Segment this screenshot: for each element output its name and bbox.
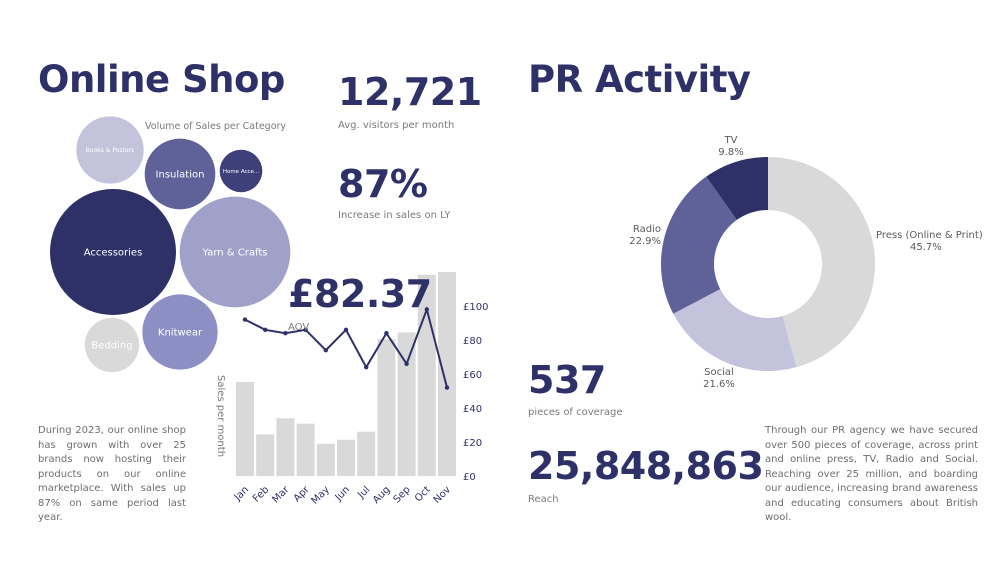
donut-slice-tv xyxy=(706,157,768,220)
bubble-books-posters xyxy=(76,116,144,184)
bubble-label: Accessories xyxy=(84,248,143,259)
bubble-label: Home Acce... xyxy=(223,169,260,175)
donut-slice-percent: 45.7% xyxy=(910,242,942,253)
bar-y-axis-label: Sales per month xyxy=(215,375,226,457)
donut-slice-label: Press (Online & Print) xyxy=(876,230,983,241)
aov-line-point xyxy=(444,385,450,390)
aov-line-point xyxy=(303,327,308,332)
bar-nov xyxy=(438,272,456,476)
sales-increase-stat-label: Increase in sales on LY xyxy=(338,210,451,221)
coverage-stat-label: pieces of coverage xyxy=(528,407,623,418)
online-shop-paragraph: During 2023, our online shop has grown w… xyxy=(38,425,186,523)
coverage-stat-value: 537 xyxy=(528,358,606,402)
donut-slice-percent: 9.8% xyxy=(718,147,743,158)
bubble-label: Yarn & Crafts xyxy=(202,248,268,259)
donut-slice-radio xyxy=(661,176,737,314)
aov-line-point xyxy=(283,331,288,336)
bubble-chart-title: Volume of Sales per Category xyxy=(145,121,286,132)
bar-jan xyxy=(236,382,254,476)
bar-feb xyxy=(256,434,275,476)
bar-aug xyxy=(377,339,396,476)
aov-line-point xyxy=(424,307,429,312)
aov-stat-label: AOV xyxy=(288,322,310,333)
donut-slice-label: TV xyxy=(724,135,738,146)
donut-slice-press xyxy=(768,157,875,368)
right-axis-tick-label: £100 xyxy=(463,302,488,313)
donut-slice-percent: 21.6% xyxy=(703,379,735,390)
bar-may xyxy=(316,443,335,476)
aov-line-point xyxy=(343,327,349,332)
aov-stat-value: £82.37 xyxy=(288,272,432,316)
right-axis-tick-label: £60 xyxy=(463,370,482,381)
visitors-stat-label: Avg. visitors per month xyxy=(338,120,455,131)
online-shop-title: Online Shop xyxy=(38,58,285,101)
donut-slice-label: Social xyxy=(704,367,734,378)
donut-slice-social xyxy=(673,289,797,371)
bubble-label: Knitwear xyxy=(158,328,203,339)
bubble-insulation xyxy=(144,138,216,210)
bubble-accessories xyxy=(50,189,176,315)
aov-line-point xyxy=(263,327,268,332)
reach-stat-label: Reach xyxy=(528,494,559,505)
aov-line-point xyxy=(242,317,248,322)
donut-slice-label: Radio xyxy=(633,224,661,235)
sales-increase-stat-value: 87% xyxy=(338,162,428,206)
bubble-home-acce xyxy=(219,149,263,193)
right-axis-tick-label: £20 xyxy=(463,438,482,449)
aov-line-point xyxy=(404,361,409,366)
bar-sep xyxy=(397,332,416,476)
pr-activity-paragraph: Through our PR agency we have secured ov… xyxy=(765,425,978,523)
right-axis-tick-label: £80 xyxy=(463,336,482,347)
bar-jul xyxy=(357,431,376,476)
reach-stat-value: 25,848,863 xyxy=(528,444,764,488)
bubble-yarn-crafts xyxy=(179,196,291,308)
right-axis-tick-label: £40 xyxy=(463,404,482,415)
right-axis-tick-label: £0 xyxy=(463,472,476,483)
bubble-label: Bedding xyxy=(91,341,132,352)
bar-apr xyxy=(296,423,315,476)
pr-activity-title: PR Activity xyxy=(528,58,751,101)
bubble-knitwear xyxy=(142,294,218,370)
bubble-label: Books & Posters xyxy=(86,147,134,154)
bar-jun xyxy=(337,439,355,476)
aov-line-point xyxy=(364,365,369,370)
bubble-bedding xyxy=(84,317,140,373)
bubble-label: Insulation xyxy=(156,170,205,181)
donut-slice-percent: 22.9% xyxy=(629,236,661,247)
visitors-stat-value: 12,721 xyxy=(338,70,482,114)
aov-line-point xyxy=(323,348,328,353)
bar-mar xyxy=(276,418,295,476)
aov-line-point xyxy=(384,331,389,336)
